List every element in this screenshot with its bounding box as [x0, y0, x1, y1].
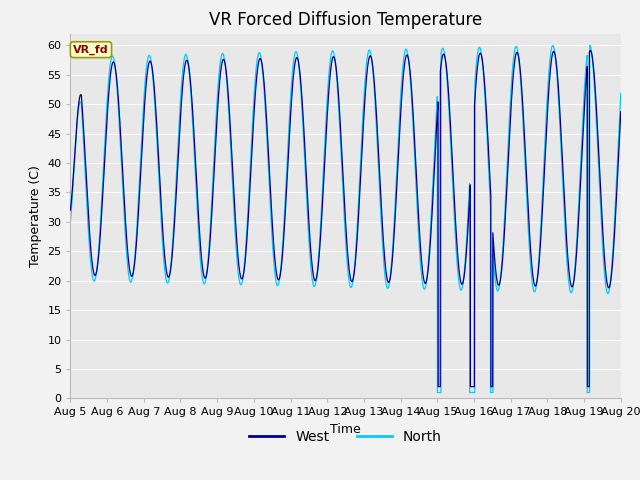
North	[438, 46, 446, 51]
West	[67, 207, 74, 213]
Title: VR Forced Diffusion Temperature: VR Forced Diffusion Temperature	[209, 11, 482, 29]
West	[586, 48, 594, 53]
West	[469, 384, 477, 389]
Text: VR_fd: VR_fd	[73, 45, 109, 55]
Legend: West, North: West, North	[244, 425, 447, 450]
North	[325, 71, 333, 76]
Y-axis label: Temperature (C): Temperature (C)	[29, 165, 42, 267]
West	[435, 384, 442, 389]
Line: West: West	[70, 50, 621, 386]
North	[616, 99, 624, 105]
X-axis label: Time: Time	[330, 423, 361, 436]
North	[433, 390, 441, 396]
West	[500, 233, 508, 239]
North	[67, 219, 74, 225]
North	[166, 275, 173, 281]
North	[586, 43, 593, 48]
North	[500, 221, 508, 227]
North	[469, 390, 477, 396]
West	[325, 86, 333, 92]
West	[617, 109, 625, 115]
North	[617, 90, 625, 96]
West	[616, 118, 624, 124]
West	[438, 53, 446, 59]
Line: North: North	[70, 46, 621, 393]
West	[166, 273, 173, 279]
